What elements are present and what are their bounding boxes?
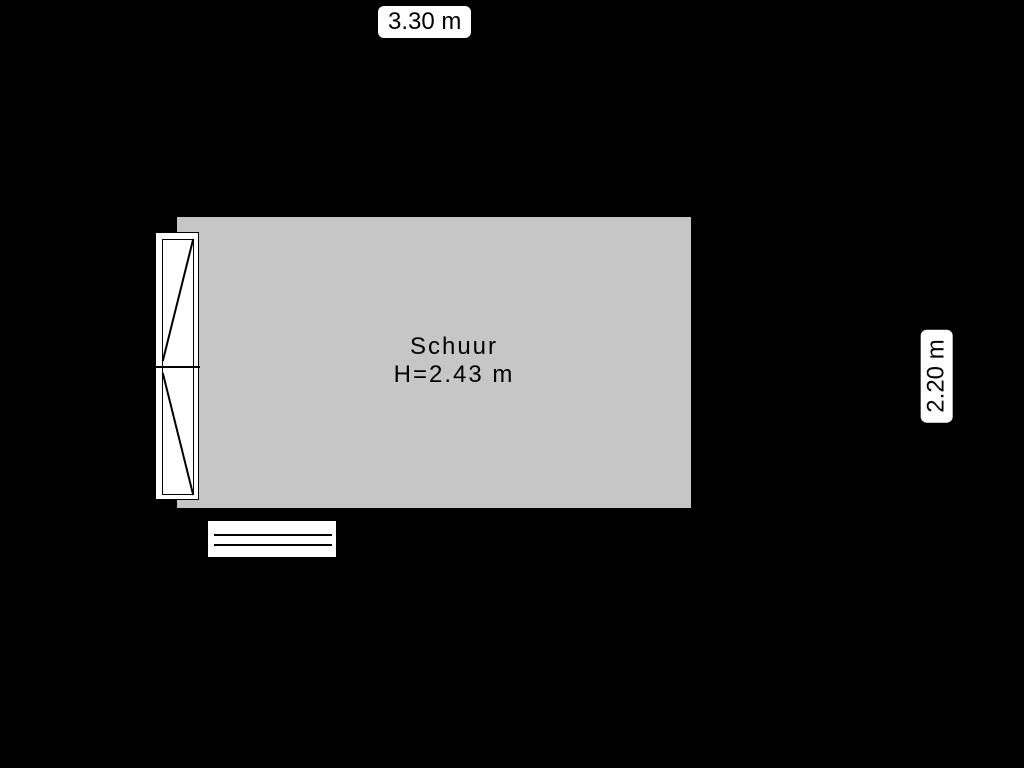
dimension-height-label: 2.20 m <box>921 329 953 422</box>
door-bottom-slat-2 <box>214 544 332 546</box>
door-bottom-slat-1 <box>214 534 332 536</box>
door-bottom-single <box>207 520 337 558</box>
door-left-double <box>155 232 199 500</box>
door-left-inset-frame <box>162 239 194 495</box>
dimension-width-label: 3.30 m <box>378 6 471 38</box>
room-name-text: Schuur <box>354 333 554 361</box>
room-height-text: H=2.43 m <box>354 361 554 389</box>
room-label: Schuur H=2.43 m <box>354 333 554 389</box>
